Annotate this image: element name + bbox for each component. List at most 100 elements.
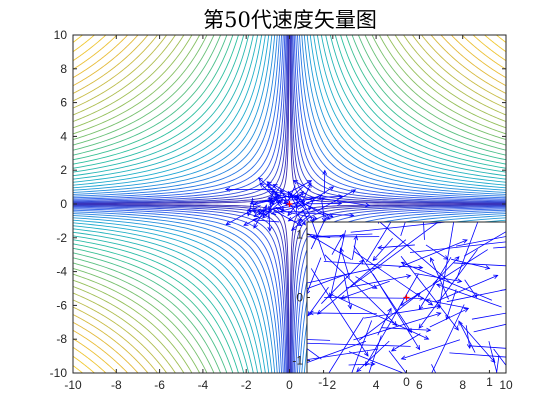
velocity-arrows (224, 169, 371, 243)
velocity-arrow (453, 262, 506, 267)
velocity-arrow (310, 234, 380, 240)
velocity-arrow (400, 339, 461, 360)
velocity-arrow (464, 279, 478, 298)
contour-line (73, 35, 266, 186)
contour-line (351, 35, 506, 156)
contour-line (73, 35, 278, 195)
contour-line (357, 35, 506, 151)
velocity-arrow (317, 189, 357, 212)
velocity-arrow (280, 188, 288, 201)
contour-line (73, 35, 284, 200)
contour-line (73, 243, 239, 373)
contour-line (73, 35, 139, 87)
velocity-arrow (225, 204, 261, 226)
velocity-arrow (450, 258, 491, 270)
velocity-arrow (310, 222, 325, 250)
contour-line (364, 35, 506, 146)
velocity-arrow (381, 327, 432, 333)
inset-arrows (307, 222, 506, 373)
contour-line (496, 25, 519, 43)
contour-line (73, 35, 168, 109)
contour-line (495, 35, 506, 44)
inset-center-marker (403, 294, 410, 301)
contour-line (73, 209, 282, 373)
contour-line (325, 35, 506, 177)
inset-axes: -1 0 1 -1 0 1 (292, 221, 507, 389)
velocity-arrow (388, 350, 407, 373)
contour-line (73, 231, 254, 373)
velocity-arrow (366, 222, 392, 263)
contour-line (73, 204, 289, 373)
center-marker (286, 201, 293, 207)
contour-line (73, 35, 273, 191)
velocity-arrow (307, 287, 329, 317)
velocity-arrow (438, 222, 455, 309)
velocity-arrow (493, 348, 506, 366)
velocity-arrow (377, 244, 415, 250)
contour-line (73, 306, 159, 373)
contour-line (73, 205, 288, 373)
contour-line (290, 35, 506, 204)
velocity-arrow (287, 200, 300, 217)
contour-line (420, 35, 506, 102)
contour-line (73, 314, 149, 373)
velocity-arrow (473, 323, 506, 333)
contour-line (73, 364, 84, 373)
velocity-arrow (252, 217, 280, 223)
contour-line (73, 35, 239, 165)
contour-line (472, 35, 506, 62)
contour-line (73, 35, 129, 79)
velocity-arrow (292, 180, 311, 191)
contour-line (73, 35, 107, 62)
contour-line (73, 204, 289, 373)
contour-line (73, 257, 222, 373)
contour-line (461, 35, 506, 70)
y-tick-label: -8 (56, 332, 67, 346)
contour-line (386, 35, 506, 129)
velocity-arrow (331, 233, 344, 255)
velocity-arrow (253, 198, 283, 218)
velocity-arrow (469, 345, 506, 349)
contour-line (73, 35, 228, 156)
x-tick-label: -6 (154, 378, 165, 392)
y-tick-label: 8 (60, 62, 67, 76)
velocity-arrow (323, 260, 424, 270)
velocity-arrow (348, 351, 405, 373)
contour-line (297, 35, 506, 199)
velocity-arrow (446, 289, 506, 303)
contour-line (73, 346, 107, 373)
velocity-arrow (307, 233, 373, 238)
inset-y-tick-label: -1 (292, 353, 303, 367)
velocity-arrow (267, 205, 273, 232)
contour-line (73, 235, 250, 373)
velocity-arrow (429, 308, 470, 328)
contour-line (290, 204, 506, 373)
x-tick-label: 6 (416, 378, 423, 392)
contour-line (394, 35, 506, 123)
contour-line (73, 35, 149, 94)
contour-line (450, 35, 506, 79)
contour-line (73, 35, 159, 102)
contour-line (378, 35, 506, 135)
velocity-arrow (356, 340, 390, 373)
velocity-arrow (328, 317, 364, 373)
velocity-arrow (316, 197, 371, 208)
velocity-arrow (289, 201, 343, 206)
contour-line (73, 35, 193, 129)
velocity-arrow (425, 298, 469, 309)
x-tick-label: 10 (499, 378, 513, 392)
contour-line (73, 208, 284, 373)
velocity-arrow (307, 340, 367, 364)
velocity-arrow (307, 266, 382, 284)
contour-line (303, 35, 506, 193)
velocity-arrow (434, 274, 499, 303)
contour-line (73, 35, 234, 161)
contour-line (73, 228, 259, 373)
x-tick-label: 0 (286, 378, 293, 392)
velocity-arrow (322, 169, 328, 195)
y-tick-label: 6 (60, 96, 67, 110)
velocity-arrow (398, 239, 468, 268)
velocity-arrow (301, 182, 312, 204)
contour-line (73, 35, 185, 123)
